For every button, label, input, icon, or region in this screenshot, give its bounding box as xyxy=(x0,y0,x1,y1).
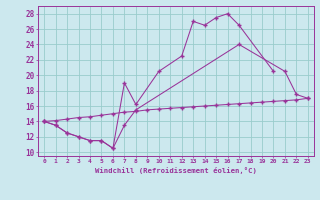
X-axis label: Windchill (Refroidissement éolien,°C): Windchill (Refroidissement éolien,°C) xyxy=(95,167,257,174)
